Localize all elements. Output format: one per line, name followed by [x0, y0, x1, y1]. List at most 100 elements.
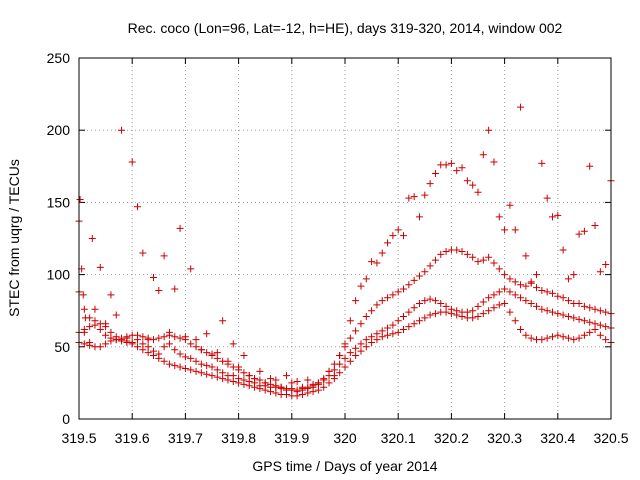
data-point-s3-55 — [368, 338, 376, 346]
data-point-s1-78 — [490, 259, 498, 267]
y-tick-label-2: 100 — [47, 267, 71, 283]
data-point-s3-34 — [256, 385, 264, 393]
data-point-s2-51 — [346, 349, 354, 357]
data-point-s0-61 — [373, 259, 381, 267]
data-point-s3-28 — [224, 376, 232, 384]
data-point-s2-29 — [229, 363, 237, 371]
data-point-s1-69 — [442, 247, 450, 255]
data-point-s3-82 — [511, 317, 519, 325]
data-point-s3-7 — [112, 333, 120, 341]
data-point-s0-83 — [490, 158, 498, 166]
data-point-s3-15 — [155, 354, 163, 362]
data-point-s3-95 — [580, 331, 588, 339]
data-point-s0-94 — [548, 213, 556, 221]
data-point-s1-5 — [102, 331, 110, 339]
data-point-s2-94 — [575, 315, 583, 323]
data-point-s1-94 — [575, 299, 583, 307]
data-point-s1-16 — [160, 343, 168, 351]
data-point-s3-64 — [415, 317, 423, 325]
data-point-s2-58 — [384, 324, 392, 332]
data-point-s1-17 — [165, 340, 173, 348]
data-point-s0-65 — [394, 226, 402, 234]
data-point-s3-33 — [251, 383, 259, 391]
x-tick-label-6: 320.1 — [381, 430, 416, 446]
data-point-s0-26 — [187, 265, 195, 273]
data-point-s0-12 — [112, 311, 120, 319]
data-point-s1-91 — [559, 294, 567, 302]
data-point-s1-75 — [474, 258, 482, 266]
data-point-s2-21 — [187, 340, 195, 348]
data-point-s1-67 — [431, 256, 439, 264]
data-point-s0-19 — [149, 273, 157, 281]
data-point-s3-21 — [187, 366, 195, 374]
data-point-s3-78 — [490, 304, 498, 312]
data-point-s2-82 — [511, 291, 519, 299]
data-point-s3-49 — [336, 369, 344, 377]
data-point-s2-38 — [277, 383, 285, 391]
data-point-s1-55 — [368, 307, 376, 315]
data-point-s1-64 — [415, 272, 423, 280]
data-point-s2-35 — [261, 379, 269, 387]
data-point-s2-52 — [352, 344, 360, 352]
data-point-s1-72 — [458, 247, 466, 255]
data-point-s1-88 — [543, 288, 551, 296]
data-point-s2-48 — [330, 366, 338, 374]
data-point-s2-23 — [197, 346, 205, 354]
data-point-s0-69 — [415, 213, 423, 221]
data-point-s1-65 — [421, 268, 429, 276]
data-point-s3-45 — [314, 386, 322, 394]
x-tick-label-10: 320.5 — [593, 430, 628, 446]
data-point-s3-90 — [554, 331, 562, 339]
y-tick-label-5: 250 — [47, 50, 71, 66]
data-point-s3-23 — [197, 369, 205, 377]
data-point-s1-71 — [453, 246, 461, 254]
data-point-s3-8 — [118, 336, 126, 344]
data-point-s3-62 — [405, 323, 413, 331]
data-point-s1-92 — [564, 297, 572, 305]
data-point-s3-39 — [282, 390, 290, 398]
data-point-s0-66 — [400, 232, 408, 240]
data-point-s3-60 — [394, 328, 402, 336]
data-point-s2-2 — [86, 341, 94, 349]
data-point-s1-68 — [437, 250, 445, 258]
data-point-s0-11 — [107, 291, 115, 299]
data-point-s1-19 — [176, 350, 184, 358]
data-point-s2-22 — [192, 343, 200, 351]
data-point-s2-18 — [171, 333, 179, 341]
data-point-s3-66 — [426, 311, 434, 319]
y-tick-label-3: 150 — [47, 194, 71, 210]
data-point-s0-72 — [431, 170, 439, 178]
data-point-s0-87 — [511, 226, 519, 234]
data-point-s1-89 — [548, 289, 556, 297]
data-point-s0-70 — [421, 191, 429, 199]
data-point-s1-97 — [591, 305, 599, 313]
data-point-s2-17 — [165, 331, 173, 339]
data-point-s3-89 — [548, 333, 556, 341]
data-point-s1-62 — [405, 281, 413, 289]
y-axis-label: STEC from uqrg / TECUs — [6, 159, 22, 317]
data-point-s1-90 — [554, 292, 562, 300]
data-point-s2-68 — [437, 299, 445, 307]
data-point-s3-79 — [495, 301, 503, 309]
grid-lines — [79, 58, 611, 419]
data-point-s2-95 — [580, 317, 588, 325]
data-point-s1-66 — [426, 262, 434, 270]
data-point-s2-63 — [410, 304, 418, 312]
data-point-s3-50 — [341, 363, 349, 371]
data-point-s3-72 — [458, 312, 466, 320]
data-point-s1-1 — [80, 305, 88, 313]
data-point-s3-65 — [421, 314, 429, 322]
data-point-s1-23 — [197, 360, 205, 368]
data-point-s2-84 — [522, 297, 530, 305]
data-point-s2-53 — [357, 340, 365, 348]
data-point-s2-12 — [139, 333, 147, 341]
data-point-s0-48 — [304, 376, 312, 384]
data-point-s0-57 — [352, 297, 360, 305]
data-point-s3-11 — [134, 343, 142, 351]
data-point-s3-51 — [346, 357, 354, 365]
data-point-s3-18 — [171, 362, 179, 370]
data-point-s3-16 — [160, 357, 168, 365]
data-point-s2-60 — [394, 317, 402, 325]
data-point-s1-59 — [389, 291, 397, 299]
